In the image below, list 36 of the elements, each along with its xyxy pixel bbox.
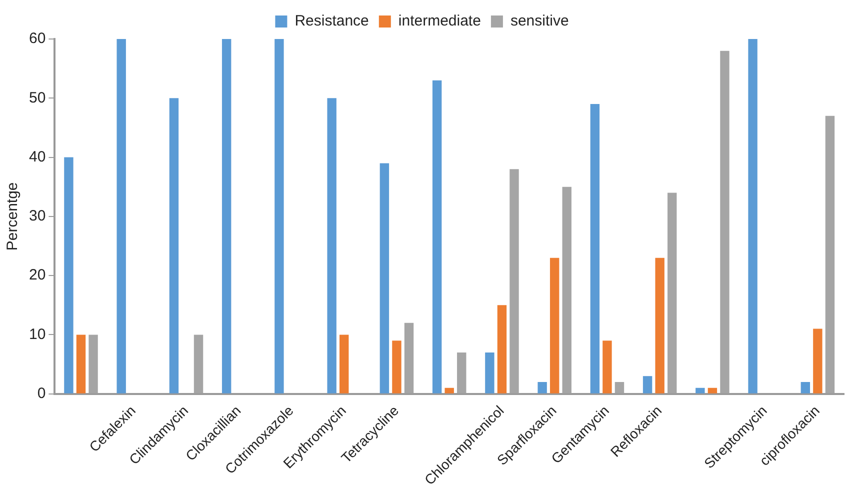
bar	[64, 157, 74, 394]
y-tick-label: 10	[28, 326, 46, 343]
bar	[444, 388, 454, 394]
bar	[602, 340, 612, 394]
bar	[642, 376, 652, 394]
bar	[590, 104, 600, 394]
bar	[339, 334, 349, 394]
bar	[497, 305, 507, 394]
bar	[169, 98, 179, 394]
bar	[222, 39, 232, 394]
y-tick-label: 50	[28, 89, 46, 106]
bar	[380, 163, 390, 394]
bar	[655, 258, 664, 394]
bar	[538, 382, 547, 394]
y-tick-label: 0	[37, 384, 46, 402]
bar	[813, 328, 822, 394]
bar	[708, 388, 718, 394]
legend-label: intermediate	[398, 12, 481, 30]
bar	[748, 39, 758, 394]
bar	[485, 352, 494, 394]
y-tick-label: 60	[28, 30, 46, 48]
bar	[76, 334, 86, 394]
bar	[392, 340, 402, 394]
y-axis-title: Percentge	[4, 182, 22, 251]
y-tick-label: 40	[28, 148, 46, 166]
bar	[116, 39, 126, 394]
bar	[274, 39, 284, 394]
y-tick-label: 30	[28, 208, 46, 225]
bar	[696, 388, 705, 394]
bar	[432, 80, 442, 394]
legend-label: sensitive	[510, 12, 569, 30]
y-tick-label: 20	[28, 266, 46, 284]
bar	[327, 98, 336, 394]
bar	[800, 382, 810, 394]
legend-label: Resistance	[294, 12, 369, 30]
bar	[550, 258, 560, 394]
